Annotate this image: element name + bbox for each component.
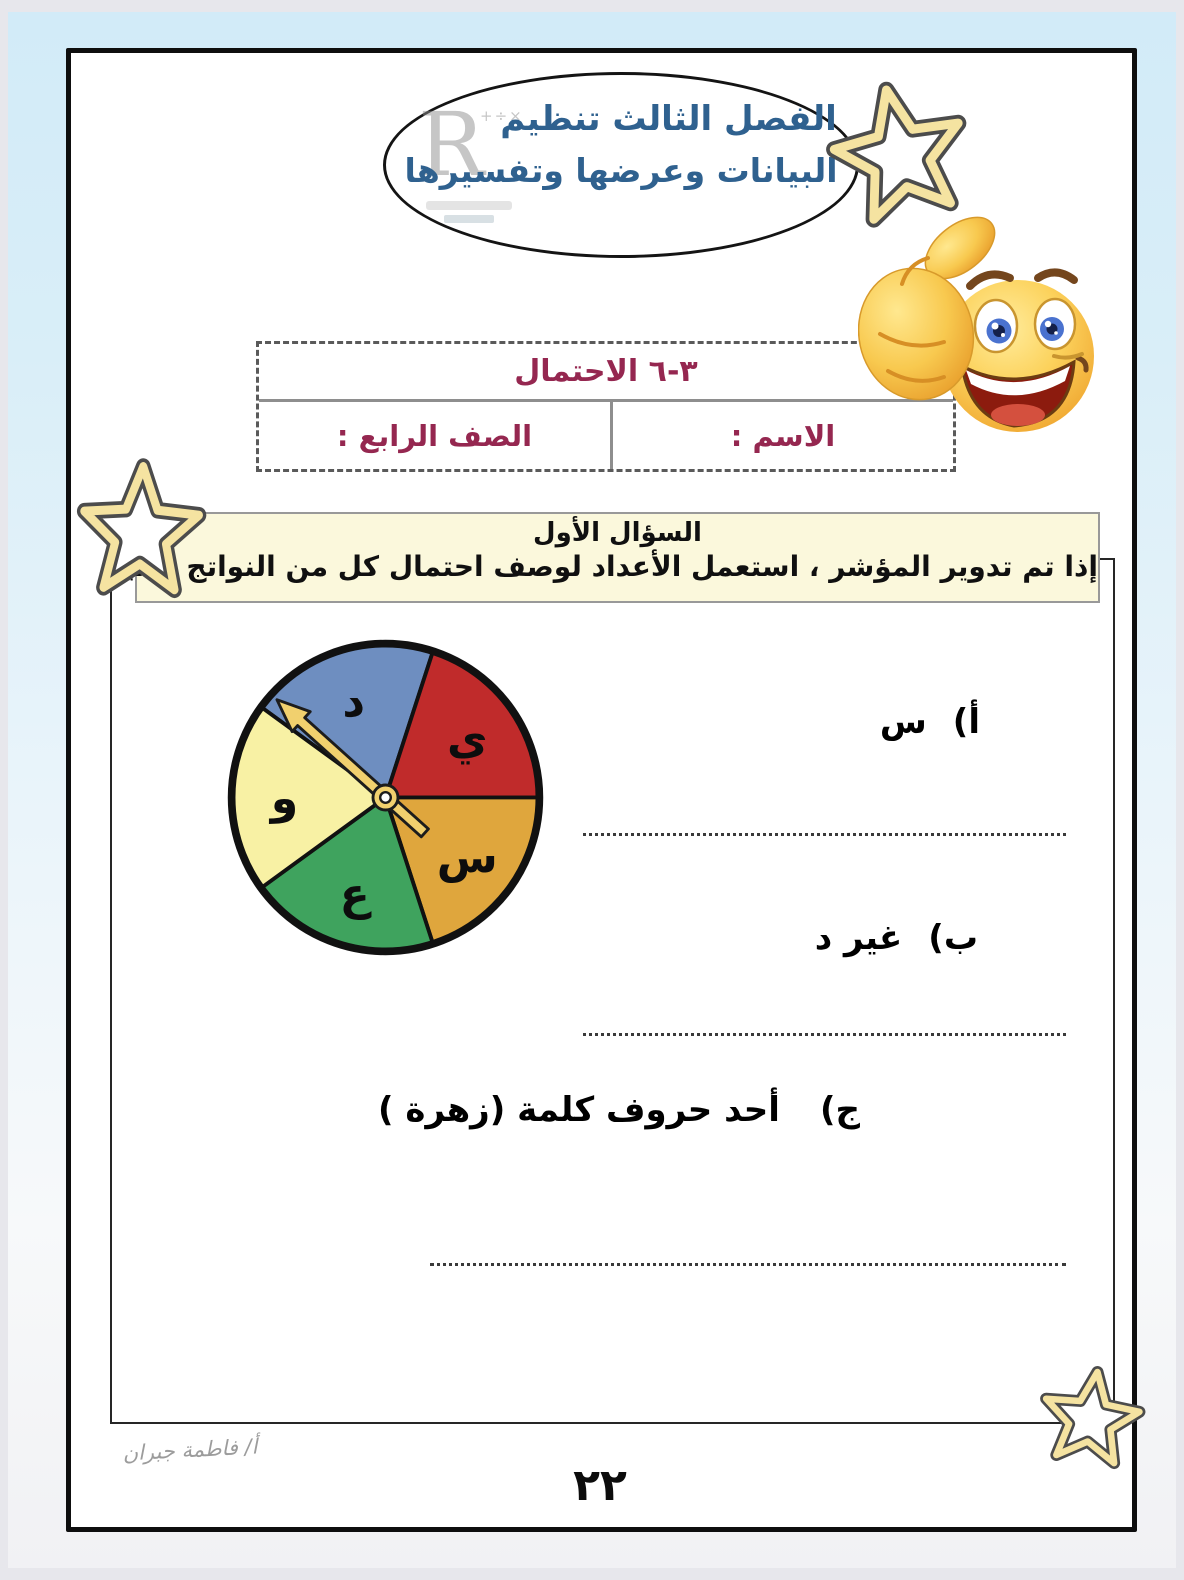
question-b-text: غير د: [814, 918, 903, 958]
spinner-letter: ع: [340, 869, 372, 920]
probability-spinner: د ي س ع و: [222, 634, 549, 961]
watermark-math-symbols: +÷×: [480, 107, 524, 125]
lesson-header-box: ٣-٦ الاحتمال الاسم : الصف الرابع :: [256, 341, 956, 472]
cell-divider: [610, 402, 613, 469]
answer-line-2: [583, 1033, 1066, 1036]
question-instruction: إذا تم تدوير المؤشر ، استعمل الأعداد لوص…: [107, 550, 1098, 583]
spinner-pointer-arrow: [275, 698, 430, 839]
lesson-fields: الاسم : الصف الرابع :: [259, 402, 953, 469]
name-field-label: الاسم :: [730, 418, 836, 453]
spinner-letter: و: [269, 773, 299, 824]
spinner-letter: د: [342, 677, 365, 728]
watermark-text-bar: [426, 201, 512, 210]
spinner-wheel: د ي س ع و: [227, 639, 544, 956]
question-c: ج) أحد حروف كلمة (زهرة ): [378, 1090, 860, 1130]
answer-line-3: [430, 1263, 1066, 1266]
chapter-badge: R +÷× الفصل الثالث تنظيم البيانات وعرضها…: [383, 72, 859, 258]
page-number: ٢٢: [573, 1460, 627, 1511]
lesson-title: ٣-٦ الاحتمال: [259, 344, 953, 402]
watermark-text-bar: [444, 215, 494, 223]
question-c-label: ج): [819, 1090, 860, 1130]
question-b: ب) غير د: [815, 918, 978, 958]
class-field-label: الصف الرابع :: [336, 418, 533, 453]
question-a: أ) س: [880, 702, 980, 742]
star-icon: [71, 454, 210, 609]
publisher-watermark: R +÷×: [418, 101, 548, 231]
answer-line-1: [583, 833, 1066, 836]
question-a-label: أ): [952, 702, 980, 742]
star-icon: [1029, 1357, 1153, 1479]
question-a-text: س: [879, 702, 927, 742]
question-c-text: أحد حروف كلمة (زهرة ): [378, 1090, 780, 1130]
thumbs-up-emoji-icon: [857, 216, 1098, 446]
spinner-letter: س: [437, 833, 498, 884]
watermark-letter: R: [418, 93, 485, 196]
question-banner: السؤال الأول إذا تم تدوير المؤشر ، استعم…: [107, 512, 1100, 603]
chapter-title-line2: البيانات وعرضها وتفسيرها: [404, 151, 838, 190]
spinner-letter: ي: [447, 713, 488, 764]
question-section-title: السؤال الأول: [533, 518, 702, 548]
chapter-title-line1: الفصل الثالث تنظيم: [500, 99, 837, 139]
star-icon: [812, 64, 988, 243]
question-b-label: ب): [928, 918, 978, 958]
